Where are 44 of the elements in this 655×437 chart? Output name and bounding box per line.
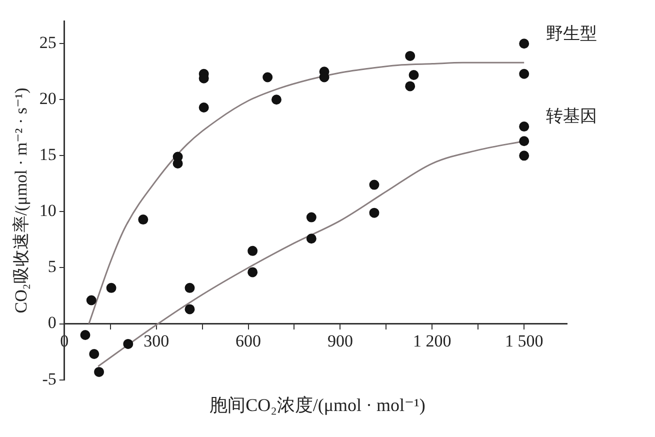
series-label: 转基因 [546,106,598,126]
y-tick-label: 10 [39,201,56,220]
point [262,72,273,82]
y-tick-label: 20 [39,89,56,108]
point [106,282,116,293]
y-tick-label: 0 [48,313,56,332]
point [248,246,258,256]
y-tick-label: 5 [48,257,56,276]
point [184,282,195,293]
point [271,94,282,105]
point [306,212,316,222]
point [405,50,416,61]
series-label: 野生型 [546,24,598,44]
point [184,304,195,314]
point [198,102,209,112]
x-tick-label: 900 [327,331,353,350]
point [306,234,316,244]
x-tick-label: 1 200 [413,331,452,350]
point [248,267,258,278]
point [519,150,530,161]
point [519,136,530,146]
point [94,366,104,377]
x-tick-label: 600 [236,331,262,350]
x-tick-label: 300 [144,331,170,350]
line-series [88,62,525,325]
point [89,349,100,360]
y-tick-label: 25 [39,33,56,52]
y-tick-label: -5 [42,369,56,388]
x-tick-label: 1 500 [504,331,544,350]
point [80,330,90,340]
point [123,338,134,349]
point [138,214,148,225]
point [172,158,183,169]
point [369,180,380,190]
point [519,122,530,132]
x-axis-title: 胞间CO₂浓度/(μmol · mol⁻¹) [208,394,426,417]
y-tick-label: 15 [39,145,56,164]
y-axis-title: CO₂吸收速率/(μmol · m⁻² · s⁻¹) [12,88,31,314]
point [86,295,96,306]
point [519,68,530,79]
point [405,81,416,92]
point [519,38,530,49]
point [408,70,419,80]
point [369,208,380,218]
